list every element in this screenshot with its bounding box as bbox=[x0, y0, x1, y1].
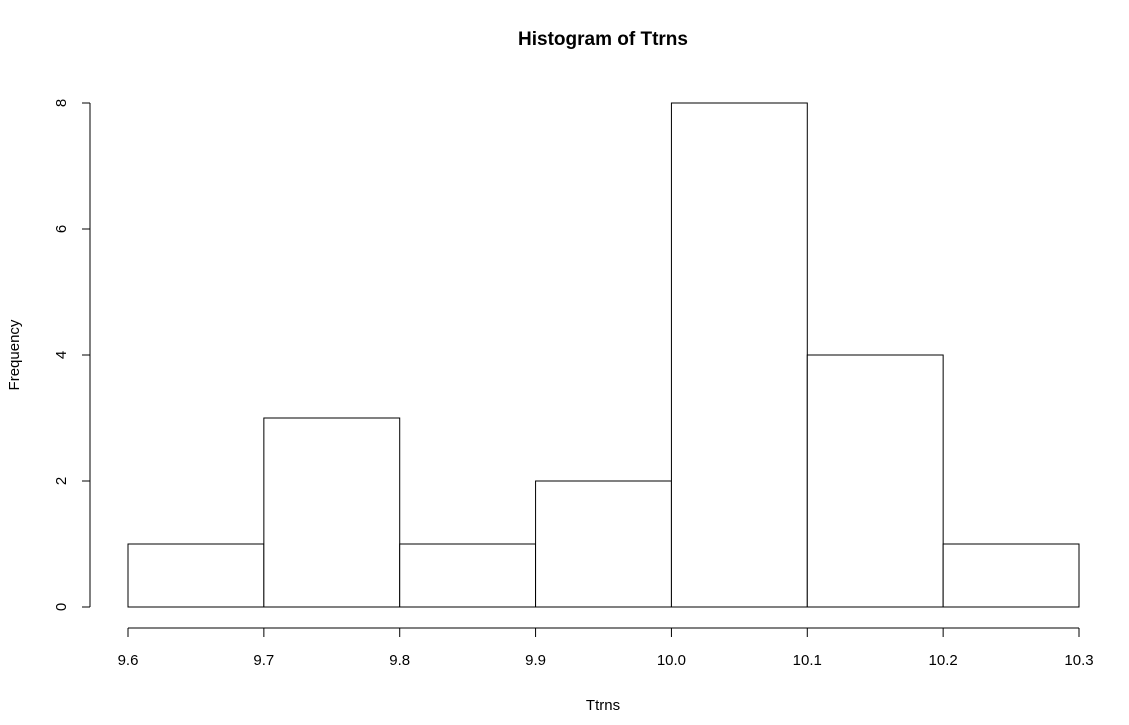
y-tick-label: 4 bbox=[53, 351, 70, 359]
bar bbox=[263, 417, 401, 608]
bar bbox=[670, 102, 808, 608]
y-tick-label: 2 bbox=[53, 477, 70, 485]
y-axis-label: Frequency bbox=[6, 319, 23, 390]
x-tick-label: 10.1 bbox=[793, 652, 822, 669]
bar bbox=[942, 543, 1080, 608]
x-tick-label: 9.7 bbox=[253, 652, 274, 669]
x-tick-label: 9.9 bbox=[525, 652, 546, 669]
chart-title: Histogram of Ttrns bbox=[518, 29, 688, 50]
x-tick-label: 10.3 bbox=[1064, 652, 1093, 669]
x-tick-label: 10.2 bbox=[929, 652, 958, 669]
y-tick-label: 0 bbox=[53, 603, 70, 611]
y-tick-label: 8 bbox=[53, 99, 70, 107]
x-tick-label: 9.6 bbox=[118, 652, 139, 669]
bar bbox=[806, 354, 944, 608]
bar bbox=[399, 543, 537, 608]
x-axis-label: Ttrns bbox=[586, 697, 620, 714]
y-tick-label: 6 bbox=[53, 225, 70, 233]
x-tick-label: 9.8 bbox=[389, 652, 410, 669]
x-tick-label: 10.0 bbox=[657, 652, 686, 669]
bar bbox=[535, 480, 672, 608]
bar bbox=[127, 543, 265, 608]
